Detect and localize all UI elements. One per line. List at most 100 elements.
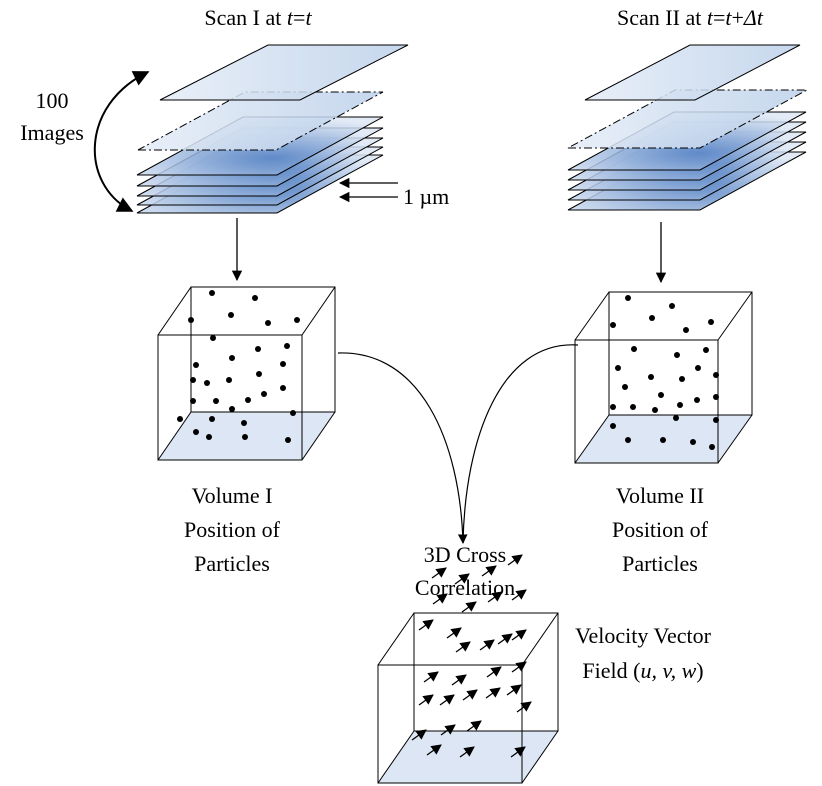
correlation-label: 3D Cross <box>424 542 507 567</box>
text-run: Scan II at <box>617 5 707 30</box>
particle <box>615 365 621 371</box>
particle <box>713 372 719 378</box>
velocity-vector <box>508 555 522 565</box>
particle <box>261 391 267 397</box>
particle <box>649 315 655 321</box>
velocity-vector <box>456 642 470 652</box>
particle <box>190 377 196 383</box>
text-run: = <box>713 5 725 30</box>
particle <box>610 404 616 410</box>
image-count-label: Images <box>20 120 84 145</box>
cube-back <box>609 292 752 415</box>
particle <box>660 437 666 443</box>
particle <box>622 384 628 390</box>
cube-edge <box>158 287 191 335</box>
text-run: u, v, w <box>640 658 696 683</box>
particle <box>694 397 700 403</box>
velocity-vector <box>517 702 531 712</box>
particle <box>265 320 271 326</box>
particle <box>242 434 248 440</box>
particle <box>177 416 183 422</box>
text-run: = <box>293 5 305 30</box>
scan-title: Scan I at t=t <box>204 5 312 30</box>
volume-label: Particles <box>194 551 270 576</box>
particle <box>708 319 714 325</box>
spacing-label: 1 µm <box>403 184 449 209</box>
particle <box>241 420 247 426</box>
particle <box>674 352 680 358</box>
velocity-vector <box>419 620 433 630</box>
velocity-vector <box>424 672 438 682</box>
velocity-vector <box>447 628 461 638</box>
cube-edge <box>718 292 752 340</box>
cube-back <box>414 613 558 731</box>
particle <box>690 439 696 445</box>
volume-label: Volume I <box>192 483 273 508</box>
velocity-label: Velocity Vector <box>575 623 712 648</box>
particle <box>229 355 235 361</box>
particle <box>679 376 685 382</box>
particle <box>658 392 664 398</box>
particle <box>673 415 679 421</box>
particle <box>703 347 709 353</box>
particle <box>695 365 701 371</box>
cube-edge <box>575 292 609 340</box>
particle <box>190 398 196 404</box>
particle <box>713 394 719 400</box>
particle <box>610 322 616 328</box>
particle <box>245 397 251 403</box>
diagram: Scan I at t=tScan II at t=t+Δt100Images1… <box>0 0 822 786</box>
particle <box>280 361 286 367</box>
volume-label: Position of <box>184 517 281 542</box>
particle <box>255 346 261 352</box>
scan-title: Scan II at t=t+Δt <box>617 5 764 30</box>
particle <box>229 406 235 412</box>
text-run: Δt <box>743 5 764 30</box>
velocity-vector <box>486 688 500 698</box>
particle <box>683 327 689 333</box>
particle <box>713 417 719 423</box>
velocity-vector <box>419 695 433 705</box>
particle <box>204 380 210 386</box>
particle <box>652 407 658 413</box>
cube-edge <box>522 613 558 665</box>
particle <box>193 362 199 368</box>
text-run: ) <box>696 658 703 683</box>
velocity-vector <box>440 695 454 705</box>
cube-edge <box>378 613 414 665</box>
particle <box>625 295 631 301</box>
velocity-vector <box>467 721 481 731</box>
velocity-vector <box>462 602 476 612</box>
particle <box>284 343 290 349</box>
velocity-vector <box>507 685 521 695</box>
particle <box>256 371 262 377</box>
velocity-vector <box>512 630 526 640</box>
velocity-vector <box>487 667 501 677</box>
particle <box>648 374 654 380</box>
text-run: t <box>305 5 312 30</box>
particle <box>285 437 291 443</box>
text-run: Scan I at <box>204 5 286 30</box>
particle <box>193 429 199 435</box>
cube-edge <box>302 287 335 335</box>
particle <box>213 398 219 404</box>
volume-label: Particles <box>622 551 698 576</box>
cube-floor <box>378 731 558 783</box>
particle <box>210 335 216 341</box>
particle <box>669 303 675 309</box>
volume-label: Volume II <box>616 483 704 508</box>
velocity-vector <box>452 675 466 685</box>
stack-arrow <box>95 72 148 211</box>
velocity-label: Field (u, v, w) <box>582 658 703 683</box>
correlation-label: Correlation <box>415 575 515 600</box>
particle <box>188 317 194 323</box>
text-run: Field ( <box>582 658 640 683</box>
text-run: + <box>732 5 744 30</box>
velocity-vector <box>463 690 477 700</box>
particle <box>280 385 286 391</box>
particle <box>677 402 683 408</box>
particle <box>631 346 637 352</box>
velocity-vector <box>512 662 526 672</box>
correlation-curve <box>463 345 578 543</box>
velocity-vector <box>480 640 494 650</box>
